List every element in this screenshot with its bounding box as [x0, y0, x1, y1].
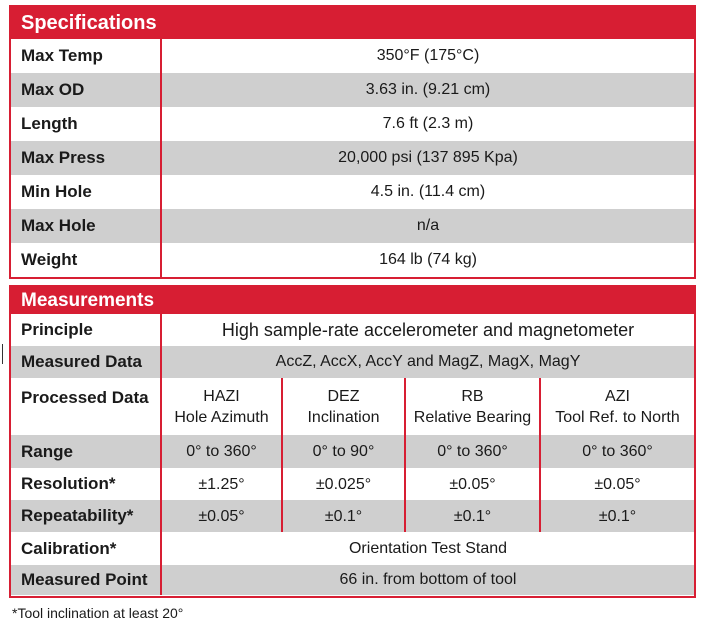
spec-value: 4.5 in. (11.4 cm): [370, 183, 486, 200]
spec-label: Length: [11, 107, 162, 141]
meas-value: Orientation Test Stand: [348, 539, 508, 557]
meas-row-principle: Principle High sample-rate accelerometer…: [11, 314, 694, 346]
resolution-cell: ±0.05°: [594, 475, 641, 493]
spec-value: 350°F (175°C): [376, 47, 480, 64]
spec-label: Max Hole: [11, 209, 162, 243]
spec-row-max-hole: Max Hole n/a: [11, 209, 694, 243]
meas-label: Processed Data: [11, 378, 162, 435]
column-code: RB: [461, 387, 484, 405]
meas-row-range: Range 0° to 360° 0° to 90° 0° to 360° 0°…: [11, 435, 694, 468]
processed-column-dez: DEZ Inclination: [283, 378, 406, 435]
meas-row-measured-point: Measured Point 66 in. from bottom of too…: [11, 565, 694, 595]
spec-row-max-od: Max OD 3.63 in. (9.21 cm): [11, 73, 694, 107]
margin-tick-mark: [2, 344, 3, 364]
processed-column-azi: AZI Tool Ref. to North: [541, 378, 694, 435]
spec-label: Max OD: [11, 73, 162, 107]
column-code: AZI: [605, 387, 630, 405]
spec-label: Weight: [11, 243, 162, 277]
column-name: Relative Bearing: [413, 408, 532, 426]
spec-row-length: Length 7.6 ft (2.3 m): [11, 107, 694, 141]
spec-row-max-temp: Max Temp 350°F (175°C): [11, 39, 694, 73]
column-code: DEZ: [327, 387, 360, 405]
resolution-cell: ±1.25°: [162, 468, 283, 500]
resolution-cell: ±0.025°: [283, 468, 406, 500]
meas-label: Calibration*: [11, 532, 162, 565]
column-name: Tool Ref. to North: [555, 408, 680, 426]
spec-value: 164 lb (74 kg): [379, 251, 477, 268]
spec-row-max-press: Max Press 20,000 psi (137 895 Kpa): [11, 141, 694, 175]
range-cell: 0° to 90°: [283, 435, 406, 468]
specifications-table: Specifications Max Temp 350°F (175°C) Ma…: [9, 5, 696, 279]
spec-label: Min Hole: [11, 175, 162, 209]
spec-value: n/a: [416, 217, 440, 234]
meas-label: Repeatability*: [11, 500, 162, 532]
meas-label: Resolution*: [11, 468, 162, 500]
spec-row-min-hole: Min Hole 4.5 in. (11.4 cm): [11, 175, 694, 209]
processed-column-hazi: HAZI Hole Azimuth: [162, 378, 283, 435]
specifications-header: Specifications: [11, 7, 694, 39]
meas-row-calibration: Calibration* Orientation Test Stand: [11, 532, 694, 565]
repeatability-cell: ±0.1°: [283, 500, 406, 532]
spec-value: 7.6 ft (2.3 m): [382, 115, 474, 132]
meas-value: 66 in. from bottom of tool: [339, 571, 517, 588]
meas-label: Measured Data: [11, 346, 162, 378]
spec-value: 20,000 psi (137 895 Kpa): [338, 149, 518, 166]
meas-label: Range: [11, 435, 162, 468]
meas-value: AccZ, AccX, AccY and MagZ, MagX, MagY: [275, 353, 581, 370]
spec-label: Max Temp: [11, 39, 162, 73]
spec-row-weight: Weight 164 lb (74 kg): [11, 243, 694, 277]
repeatability-cell: ±0.05°: [162, 500, 283, 532]
column-name: Hole Azimuth: [174, 408, 269, 426]
spec-value: 3.63 in. (9.21 cm): [365, 81, 491, 98]
meas-label: Principle: [11, 314, 162, 346]
column-code: HAZI: [203, 387, 240, 405]
range-cell: 0° to 360°: [406, 435, 541, 468]
meas-row-repeatability: Repeatability* ±0.05° ±0.1° ±0.1° ±0.1°: [11, 500, 694, 532]
meas-value: High sample-rate accelerometer and magne…: [221, 319, 635, 340]
column-name: Inclination: [307, 408, 380, 426]
measurements-table: Measurements Principle High sample-rate …: [9, 285, 696, 598]
range-cell: 0° to 360°: [582, 443, 653, 460]
measurements-header: Measurements: [11, 287, 694, 314]
range-cell: 0° to 360°: [162, 435, 283, 468]
resolution-cell: ±0.05°: [406, 468, 541, 500]
meas-row-processed-data: Processed Data HAZI Hole Azimuth DEZ Inc…: [11, 378, 694, 435]
meas-row-measured-data: Measured Data AccZ, AccX, AccY and MagZ,…: [11, 346, 694, 378]
repeatability-cell: ±0.1°: [598, 507, 637, 525]
repeatability-cell: ±0.1°: [406, 500, 541, 532]
footnote: *Tool inclination at least 20°: [12, 605, 184, 621]
processed-column-rb: RB Relative Bearing: [406, 378, 541, 435]
meas-label: Measured Point: [11, 565, 162, 595]
meas-row-resolution: Resolution* ±1.25° ±0.025° ±0.05° ±0.05°: [11, 468, 694, 500]
spec-label: Max Press: [11, 141, 162, 175]
